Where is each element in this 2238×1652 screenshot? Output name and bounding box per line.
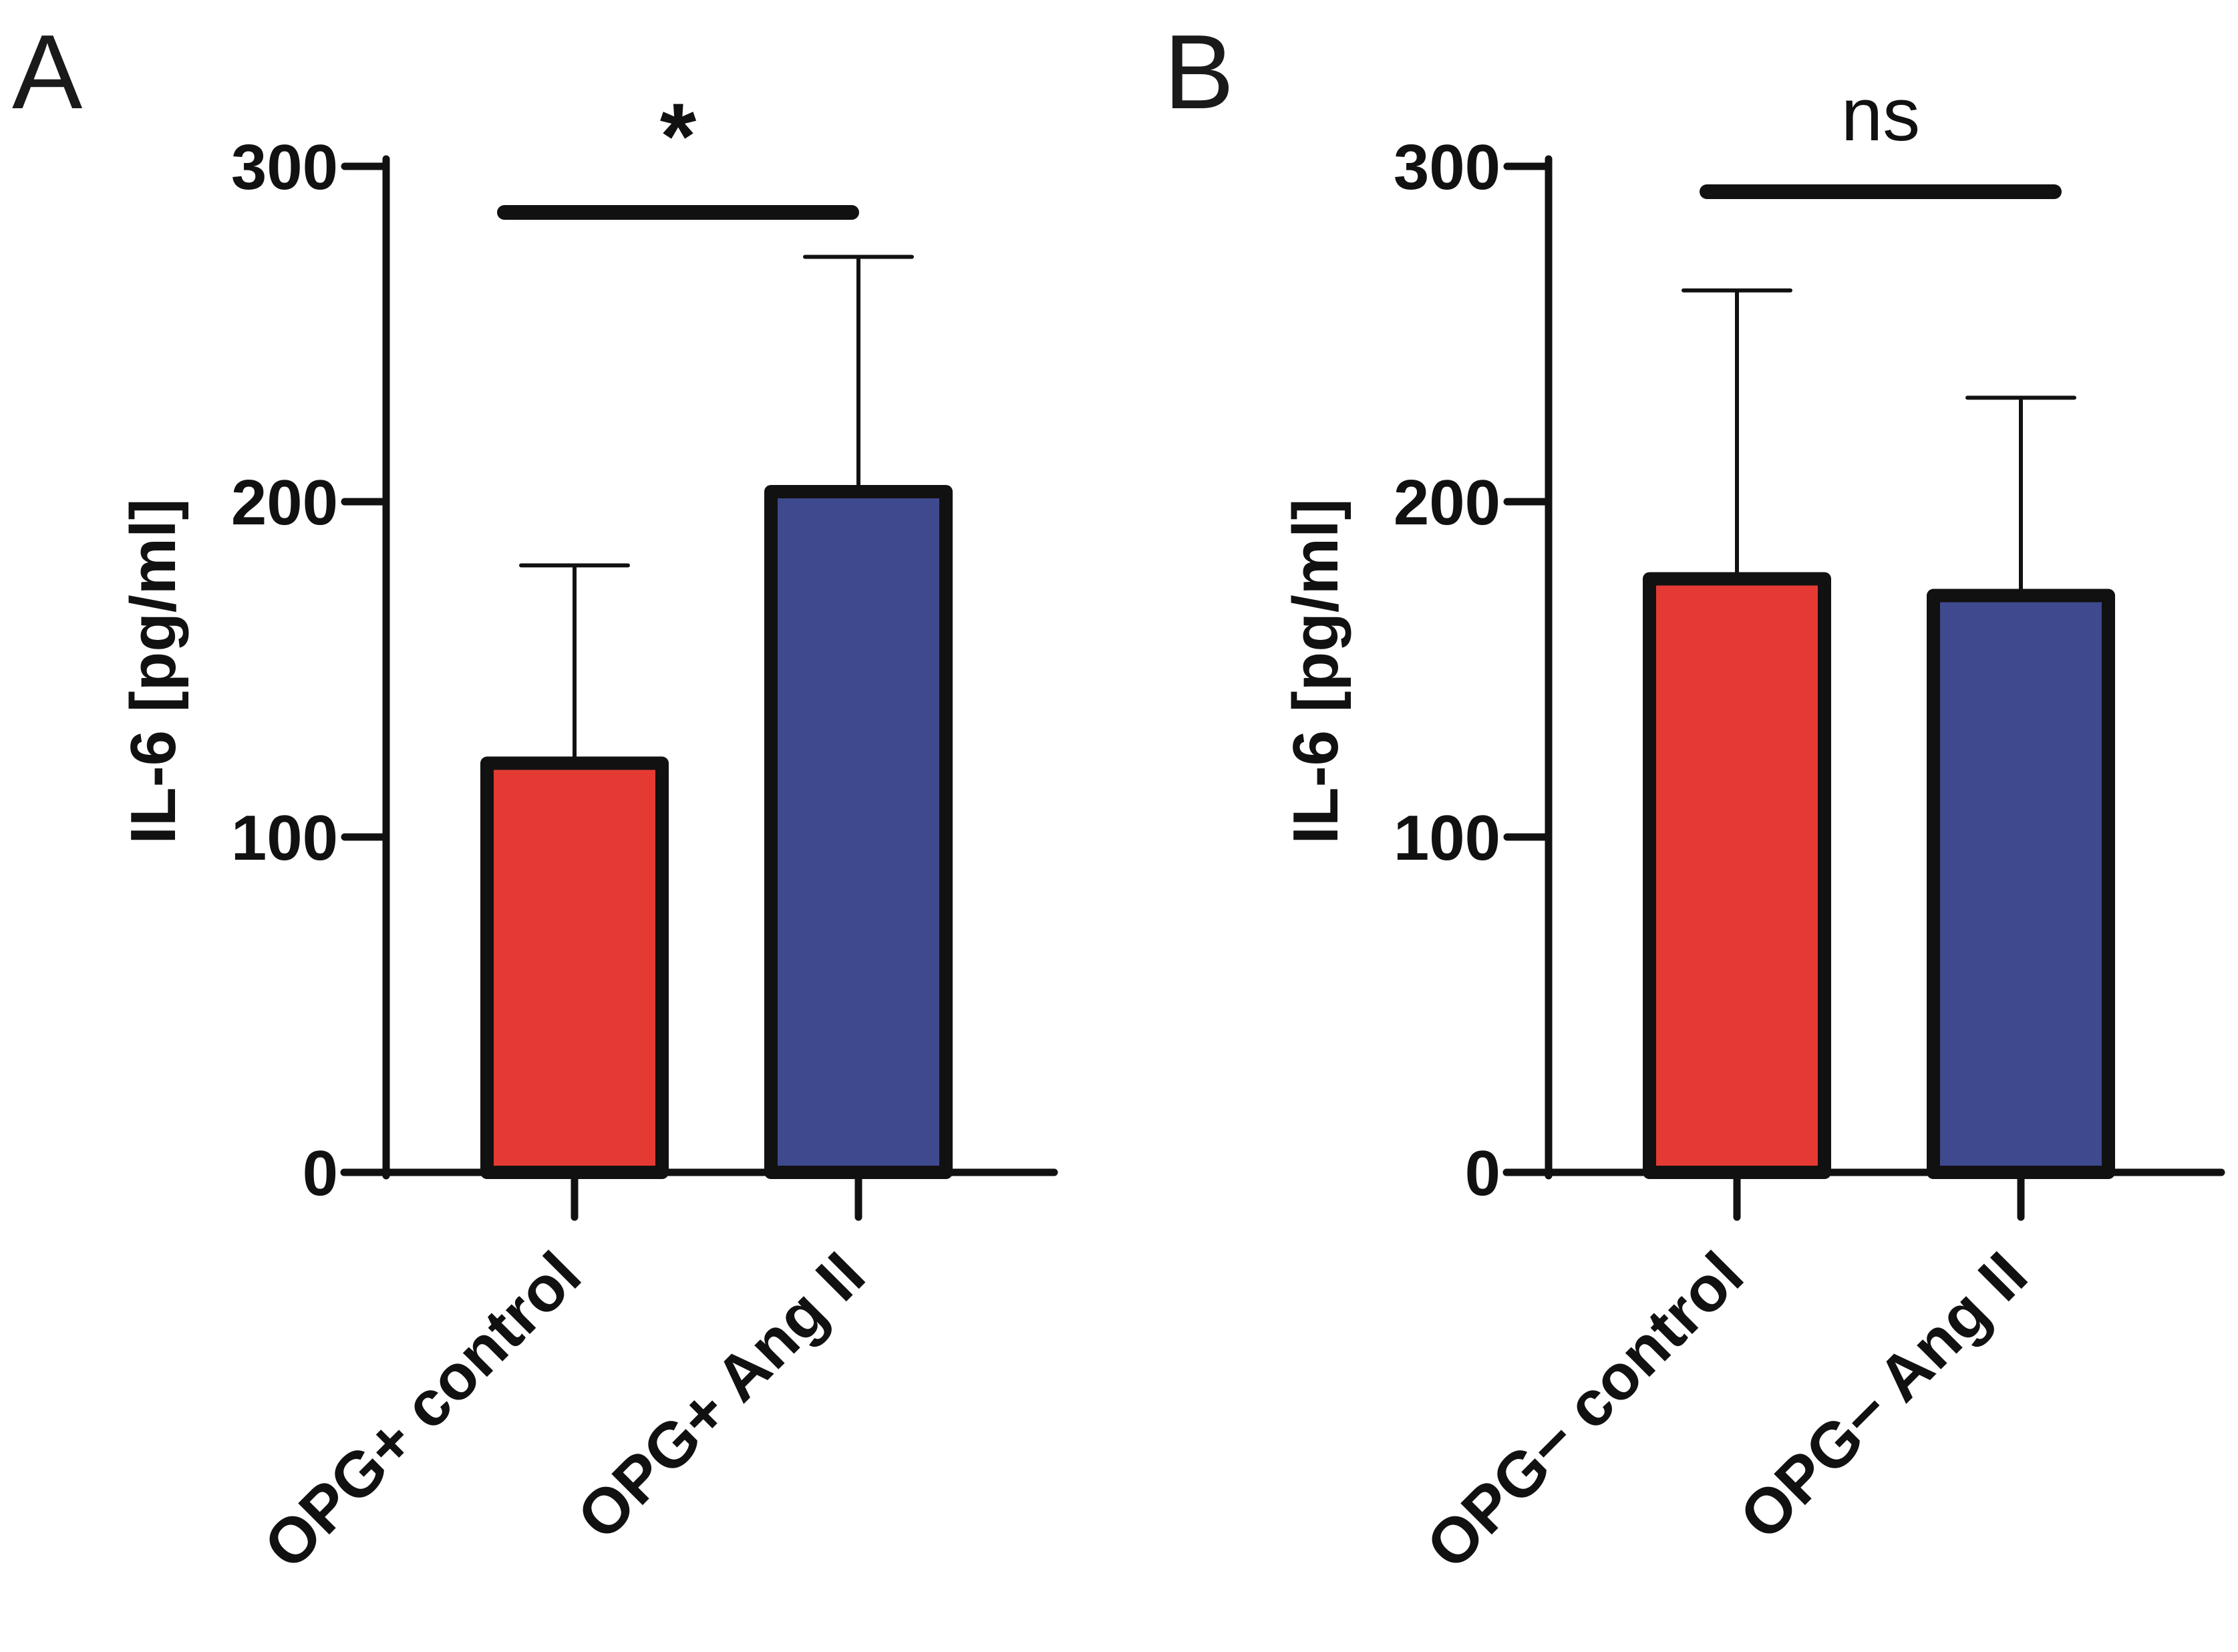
panel-letter: A xyxy=(12,13,83,131)
y-tick-label: 200 xyxy=(1394,467,1500,538)
y-axis-label: IL-6 [pg/ml] xyxy=(1280,498,1351,844)
bars xyxy=(1643,572,2115,1179)
y-axis-label: IL-6 [pg/ml] xyxy=(118,498,189,844)
error-bars xyxy=(1682,288,2076,596)
bar xyxy=(764,484,953,1179)
y-tick-label: 200 xyxy=(231,467,338,538)
panel-b: B 0 100 200 300 ns IL-6 [pg/ml] OPG− contro… xyxy=(1164,13,2225,1583)
error-bars xyxy=(519,255,914,764)
category-label: OPG− Ang II xyxy=(1726,1238,2041,1553)
panel-letter: B xyxy=(1164,13,1234,131)
category-label: OPG+ Ang II xyxy=(564,1238,878,1553)
category-label: OPG− control xyxy=(1413,1238,1757,1583)
panel-a: A 0 100 200 300 * IL-6 [pg/ml] OPG+ control… xyxy=(12,13,1058,1583)
bar xyxy=(1927,589,2115,1179)
y-tick-label: 100 xyxy=(231,802,338,874)
y-tick-label: 0 xyxy=(303,1138,338,1209)
y-tick-label: 100 xyxy=(1394,802,1500,874)
bar xyxy=(1643,572,1831,1179)
y-tick-label: 0 xyxy=(1465,1138,1500,1209)
significance-label: ns xyxy=(1841,73,1920,156)
y-ticks: 0 100 200 300 xyxy=(231,132,390,1209)
y-tick-label: 300 xyxy=(1394,132,1500,203)
significance-label: * xyxy=(660,84,697,188)
bars xyxy=(480,484,953,1180)
bar xyxy=(480,756,669,1180)
category-label: OPG+ control xyxy=(251,1238,595,1583)
y-ticks: 0 100 200 300 xyxy=(1394,132,1553,1209)
y-tick-label: 300 xyxy=(231,132,338,203)
